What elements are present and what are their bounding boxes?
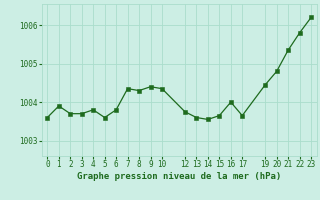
X-axis label: Graphe pression niveau de la mer (hPa): Graphe pression niveau de la mer (hPa) — [77, 172, 281, 181]
